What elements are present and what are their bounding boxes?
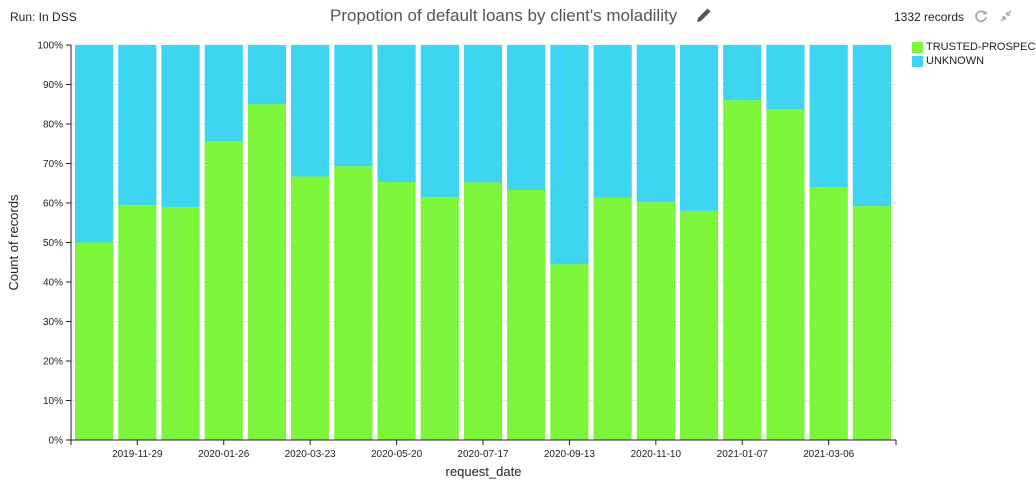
bar-trusted-prospect[interactable] xyxy=(161,206,200,440)
legend-label: TRUSTED-PROSPECT xyxy=(926,41,1036,53)
legend: TRUSTED-PROSPECT UNKNOWN xyxy=(912,40,1036,68)
y-tick-label: 50% xyxy=(43,238,63,249)
x-axis: 2019-11-29 2020-01-26 2020-03-23 2020-05-20… xyxy=(70,439,897,460)
records-count: 1332 records xyxy=(894,10,965,24)
bar-trusted-prospect[interactable] xyxy=(291,176,330,440)
bar-unknown[interactable] xyxy=(463,45,503,183)
bar-trusted-prospect[interactable] xyxy=(723,100,762,441)
bar-trusted-prospect[interactable] xyxy=(75,242,114,441)
bar-unknown[interactable] xyxy=(636,45,675,203)
y-tick-label: 0% xyxy=(49,436,64,447)
bar-trusted-prospect[interactable] xyxy=(334,166,373,440)
bar-unknown[interactable] xyxy=(377,45,416,183)
bar-unknown[interactable] xyxy=(766,45,805,109)
legend-swatch xyxy=(912,41,923,53)
bar-unknown[interactable] xyxy=(593,45,632,198)
x-tick-label: 2021-03-06 xyxy=(803,449,855,460)
legend-label: UNKNOWN xyxy=(926,55,985,67)
x-tick-label: 2020-05-20 xyxy=(371,449,423,460)
y-tick-label: 30% xyxy=(43,317,63,328)
bar-trusted-prospect[interactable] xyxy=(204,141,243,440)
bar-trusted-prospect[interactable] xyxy=(636,202,675,440)
bar-trusted-prospect[interactable] xyxy=(247,104,287,440)
x-tick-label: 2020-07-17 xyxy=(457,449,509,460)
y-tick-label: 90% xyxy=(43,80,63,91)
bar-unknown[interactable] xyxy=(118,45,157,205)
y-tick-label: 100% xyxy=(37,41,63,52)
y-tick-label: 70% xyxy=(43,159,63,170)
run-label: Run: In DSS xyxy=(10,10,77,24)
refresh-icon[interactable] xyxy=(974,9,988,23)
bar-trusted-prospect[interactable] xyxy=(809,187,848,440)
x-axis-label: request_date xyxy=(446,464,522,479)
bar-unknown[interactable] xyxy=(852,45,891,207)
bar-trusted-prospect[interactable] xyxy=(118,204,157,440)
y-axis: 0% 10% 20% 30% 40% 50% 60% 70% 80% 90% 100% xyxy=(37,41,72,447)
bar-trusted-prospect[interactable] xyxy=(507,189,546,440)
y-tick-label: 40% xyxy=(43,278,63,289)
x-tick-label: 2020-03-23 xyxy=(285,449,337,460)
bar-unknown[interactable] xyxy=(679,45,719,211)
legend-swatch xyxy=(912,55,923,67)
bar-unknown[interactable] xyxy=(507,45,546,190)
bar-trusted-prospect[interactable] xyxy=(766,108,805,441)
bar-unknown[interactable] xyxy=(291,45,330,177)
bar-unknown[interactable] xyxy=(334,45,373,167)
legend-item-unknown[interactable]: UNKNOWN xyxy=(912,54,1036,68)
chart-header: Run: In DSS Propotion of default loans b… xyxy=(0,0,1036,34)
bar-trusted-prospect[interactable] xyxy=(377,182,416,440)
bar-unknown[interactable] xyxy=(204,45,243,142)
bar-unknown[interactable] xyxy=(550,45,589,265)
chart-title: Propotion of default loans by client's m… xyxy=(330,6,678,25)
x-tick-label: 2021-01-07 xyxy=(717,449,769,460)
bar-trusted-prospect[interactable] xyxy=(420,197,459,440)
y-tick-label: 20% xyxy=(43,357,63,368)
bars xyxy=(75,45,891,441)
bar-trusted-prospect[interactable] xyxy=(550,264,589,440)
y-axis-label: Count of records xyxy=(6,194,21,291)
bar-unknown[interactable] xyxy=(420,45,459,198)
x-tick-label: 2020-11-10 xyxy=(631,449,682,460)
bar-trusted-prospect[interactable] xyxy=(679,210,719,440)
bar-trusted-prospect[interactable] xyxy=(593,197,632,440)
bar-unknown[interactable] xyxy=(75,45,114,243)
y-tick-label: 80% xyxy=(43,120,63,131)
y-tick-label: 60% xyxy=(43,199,63,210)
y-tick-label: 10% xyxy=(43,396,63,407)
legend-item-trusted-prospect[interactable]: TRUSTED-PROSPECT xyxy=(912,40,1036,54)
bar-trusted-prospect[interactable] xyxy=(852,206,891,440)
x-tick-label: 2019-11-29 xyxy=(112,449,163,460)
x-tick-label: 2020-09-13 xyxy=(544,449,596,460)
pencil-icon[interactable] xyxy=(694,7,712,25)
bar-unknown[interactable] xyxy=(161,45,200,207)
collapse-icon[interactable] xyxy=(999,9,1013,23)
bar-unknown[interactable] xyxy=(723,45,762,101)
bar-unknown[interactable] xyxy=(247,45,287,105)
bar-trusted-prospect[interactable] xyxy=(463,182,503,440)
x-tick-label: 2020-01-26 xyxy=(198,449,250,460)
bar-unknown[interactable] xyxy=(809,45,848,188)
